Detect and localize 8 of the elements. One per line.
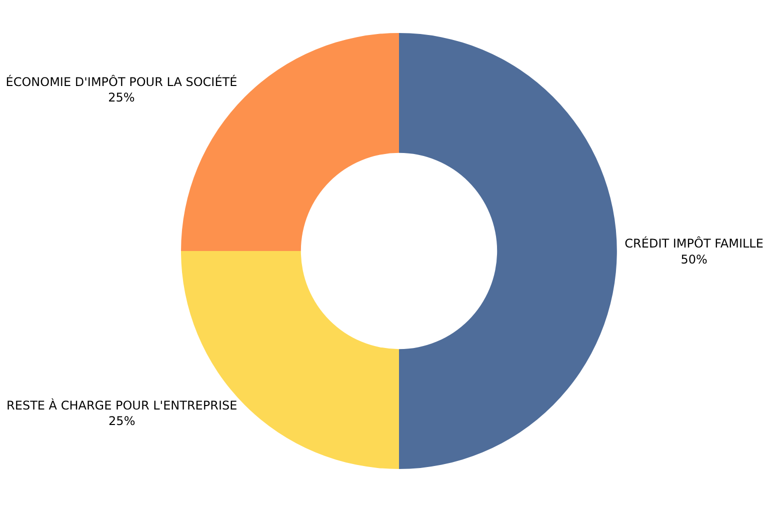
slice-label: RESTE À CHARGE POUR L'ENTREPRISE [6, 398, 238, 412]
data-label: 25% [108, 414, 136, 428]
slice-label: ÉCONOMIE D'IMPÔT POUR LA SOCIÉTÉ [6, 74, 238, 89]
slice-label: CRÉDIT IMPÔT FAMILLE [624, 236, 764, 251]
donut-slice [399, 33, 617, 469]
data-label: 50% [680, 252, 708, 266]
data-label: 25% [108, 90, 135, 104]
donut-slice [181, 33, 399, 251]
